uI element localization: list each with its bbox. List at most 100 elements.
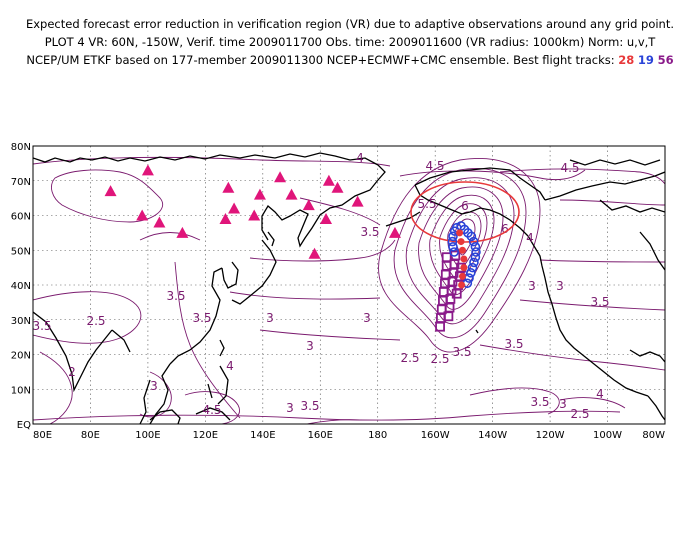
contour-value-label: 3.5 (32, 319, 51, 333)
best-track-label-28: 28 (618, 53, 635, 67)
contour-value-label: 3 (559, 397, 567, 411)
observation-site-triangle (331, 181, 344, 193)
track-19-point (448, 231, 458, 242)
observation-site-triangle (141, 164, 154, 176)
observation-site-triangle (308, 247, 321, 259)
track-28-point (457, 238, 465, 246)
observation-site-triangle (222, 181, 235, 193)
lon-axis-label: 180 (368, 430, 387, 441)
track-28-point (460, 255, 468, 263)
lon-axis-label: 80W (642, 430, 665, 441)
contour-value-label: 3.5 (590, 295, 609, 309)
contour-value-label: 3 (363, 311, 371, 325)
contour-value-label: 3 (306, 339, 314, 353)
contour-value-label: 2 (68, 365, 76, 379)
error-reduction-contours (33, 156, 665, 424)
observation-site-triangle (136, 209, 149, 221)
lat-axis-label: 20N (11, 351, 31, 362)
track-56-point (435, 321, 445, 332)
track-56-point (441, 252, 452, 263)
track-19-point (467, 262, 478, 273)
contour-value-label: 4 (526, 231, 534, 245)
lat-axis-label: 60N (11, 212, 31, 223)
lon-axis-label: 120E (193, 430, 218, 441)
title-line-1: Expected forecast error reduction in ver… (25, 17, 675, 31)
lat-axis-label: EQ (17, 420, 31, 431)
contour-value-label: 6 (501, 222, 509, 236)
track-28-point (456, 229, 464, 237)
contour-value-label: 3 (556, 279, 564, 293)
contour-value-label: 3.5 (300, 399, 319, 413)
contour-value-label: 6 (461, 199, 469, 213)
contour-value-label: 4.5 (425, 159, 444, 173)
title-line-3-text: NCEP/UM ETKF based on 177-member 2009011… (26, 53, 615, 67)
track-19-point (464, 273, 474, 283)
observation-site-triangle (322, 174, 335, 186)
observation-site-triangle (253, 188, 266, 200)
lon-axis-label: 160E (308, 430, 333, 441)
track-28-point (458, 272, 466, 280)
observation-site-triangle (285, 188, 298, 200)
track-19-point (471, 247, 481, 257)
contour-value-label: 3 (528, 279, 536, 293)
observation-site-triangle (104, 185, 117, 197)
contour-value-label: 4 (226, 359, 234, 373)
track-19-point (466, 268, 476, 278)
track-19-point (468, 236, 479, 247)
observation-site-triangle (248, 209, 261, 221)
track-19-point (470, 252, 481, 263)
lon-axis-label: 140W (478, 430, 507, 441)
contour-value-label: 3.5 (530, 395, 549, 409)
contour-value-label: 2.5 (86, 314, 105, 328)
observation-site-triangle (388, 226, 401, 238)
track-19-point (448, 241, 458, 252)
observation-triangles (104, 164, 401, 259)
observation-site-triangle (176, 226, 189, 238)
observation-site-triangle (351, 195, 364, 207)
lon-axis-label: 140E (250, 430, 275, 441)
observation-site-triangle (228, 202, 241, 214)
track-19-point (470, 241, 481, 252)
contour-value-label: 3.5 (452, 345, 471, 359)
lon-axis-label: 160W (421, 430, 450, 441)
track-28-point (458, 246, 466, 254)
track-56-point (451, 288, 462, 299)
lat-lon-gridlines (33, 146, 665, 424)
lon-axis-label: 120W (536, 430, 565, 441)
observation-site-triangle (274, 171, 287, 183)
contour-value-label: 2.5 (400, 351, 419, 365)
flight-track-28 (456, 229, 468, 289)
lat-axis-label: 50N (11, 246, 31, 257)
observation-site-triangle (320, 212, 333, 224)
title-line-3: NCEP/UM ETKF based on 177-member 2009011… (0, 54, 700, 67)
lon-axis-label: 100E (135, 430, 160, 441)
contour-value-label: 5.5 (417, 197, 436, 211)
track-19-point (466, 231, 477, 242)
map-frame (32, 145, 666, 425)
contour-value-label: 3 (286, 401, 294, 415)
contour-value-label: 3.5 (192, 311, 211, 325)
contour-value-label: 3 (150, 379, 158, 393)
coastlines (33, 152, 665, 424)
contour-value-label: 3.5 (504, 337, 523, 351)
track-28-point (458, 281, 466, 289)
contour-value-label: 4.5 (560, 161, 579, 175)
observation-site-triangle (219, 212, 232, 224)
title-line-2: PLOT 4 VR: 60N, -150W, Verif. time 20090… (44, 35, 656, 49)
lat-axis-label: 10N (11, 385, 31, 396)
lat-axis-label: 70N (11, 177, 31, 188)
contour-value-label: 2.5 (570, 407, 589, 421)
best-track-label-56: 56 (657, 53, 674, 67)
lat-axis-label: 40N (11, 281, 31, 292)
contour-value-label: 4 (596, 387, 604, 401)
track-19-point (469, 257, 479, 268)
lon-axis-label: 100W (593, 430, 622, 441)
best-track-label-19: 19 (637, 53, 654, 67)
lon-axis-label: 80E (81, 430, 100, 441)
contour-value-label: 3.5 (360, 225, 379, 239)
lat-axis-label: 80N (11, 142, 31, 153)
lon-axis-label: 80E (33, 430, 52, 441)
contour-value-label: 4.5 (202, 403, 221, 417)
observation-site-triangle (153, 216, 166, 228)
